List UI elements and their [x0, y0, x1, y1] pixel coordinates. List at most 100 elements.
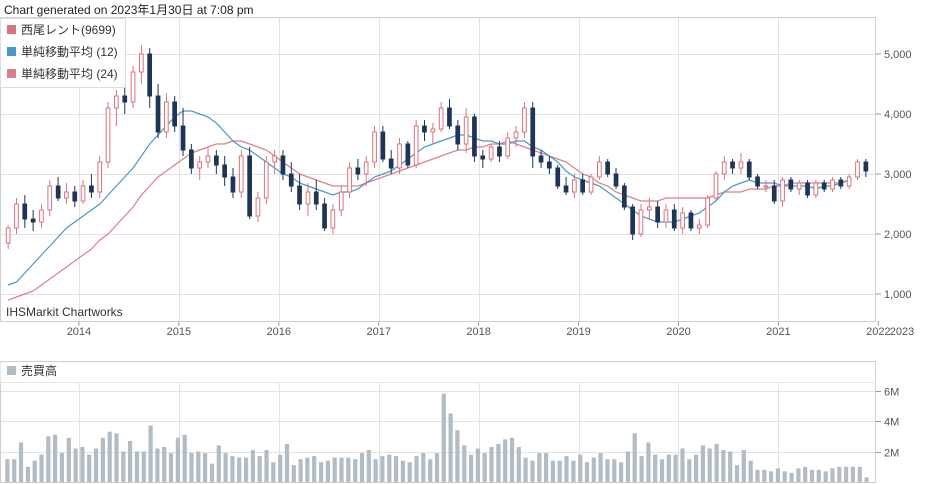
candle-body: [255, 197, 261, 217]
volume-bar-107: [734, 465, 740, 482]
volume-bar-9: [66, 437, 71, 482]
volume-bar-70: [482, 453, 487, 482]
candle-body: [530, 107, 536, 157]
volume-bar-55: [380, 456, 385, 482]
candle-44: [372, 126, 377, 168]
candle-82: [688, 210, 694, 231]
chart-generated-header: Chart generated on 2023年1月30日 at 7:08 pm: [4, 3, 254, 17]
volume-bar-122: [837, 466, 842, 482]
volume-bar-61: [421, 453, 426, 482]
candle-body: [588, 176, 594, 193]
volume-bar-99: [680, 448, 685, 482]
candle-body: [413, 125, 419, 166]
candle-body: [547, 161, 552, 169]
candle-0: [5, 225, 11, 249]
candle-59: [497, 141, 502, 162]
candle-body: [130, 71, 136, 103]
volume-bar-15: [107, 431, 112, 482]
candle-46: [388, 150, 394, 174]
candle-body: [780, 179, 785, 202]
candle-22: [189, 144, 194, 174]
candle-body: [680, 212, 685, 229]
volume-bar-118: [809, 469, 815, 482]
volume-bar-93: [639, 456, 644, 482]
volume-bar-35: [244, 457, 249, 482]
volume-bar-57: [394, 456, 399, 482]
candle-33: [280, 150, 286, 180]
legend-label-ma12: 単純移動平均 (12): [21, 45, 118, 59]
volume-bar-91: [625, 451, 630, 482]
volume-bar-17: [121, 451, 126, 482]
volume-bar-10: [73, 448, 78, 482]
candle-5: [47, 180, 53, 216]
volume-bar-103: [707, 448, 712, 482]
volume-bar-0: [5, 459, 10, 482]
candle-78: [655, 201, 660, 228]
candle-body: [30, 218, 36, 223]
candle-4: [39, 204, 44, 228]
volume-bar-3: [25, 466, 30, 482]
volume-bar-86: [591, 457, 596, 482]
volume-bar-119: [816, 469, 821, 482]
candle-body: [338, 191, 344, 211]
candle-23: [197, 156, 203, 180]
legend-label-price: 西尾レント(9699): [21, 23, 116, 37]
candle-24: [205, 147, 211, 168]
candle-body: [372, 131, 377, 163]
volume-bar-5: [39, 454, 44, 482]
candle-body: [247, 155, 253, 217]
candle-86: [721, 156, 727, 180]
candle-body: [805, 182, 810, 196]
candle-body: [288, 173, 294, 187]
candle-body: [821, 182, 827, 190]
candle-body: [447, 107, 452, 127]
volume-bar-58: [400, 460, 405, 482]
volume-bar-43: [298, 459, 303, 482]
candle-11: [97, 156, 103, 198]
volume-bar-65: [448, 413, 453, 482]
x-tick-label-2: 2016: [267, 326, 291, 338]
candle-body: [522, 107, 527, 133]
candle-body: [538, 155, 544, 163]
volume-bar-19: [134, 451, 140, 482]
candle-84: [705, 195, 710, 228]
volume-bar-40: [278, 454, 283, 482]
volume-bar-95: [653, 454, 658, 482]
candle-body: [172, 101, 178, 127]
candle-43: [363, 156, 369, 186]
volume-bar-38: [264, 450, 269, 482]
candle-body: [363, 161, 369, 175]
volume-bar-100: [687, 459, 692, 482]
candle-body: [97, 161, 103, 193]
volume-bar-113: [775, 468, 780, 482]
candle-73: [613, 168, 619, 189]
volume-bar-108: [741, 450, 746, 482]
candle-19: [164, 93, 169, 138]
volume-bar-116: [796, 468, 801, 482]
volume-bar-20: [141, 451, 146, 482]
candle-55: [463, 108, 469, 153]
volume-bar-82: [564, 456, 569, 482]
volume-bar-78: [537, 453, 542, 482]
volume-bar-77: [530, 460, 535, 482]
volume-bars: [5, 393, 869, 482]
volume-bar-56: [387, 454, 392, 482]
candle-body: [813, 182, 819, 196]
volume-bar-79: [544, 453, 549, 482]
candle-body: [322, 203, 327, 229]
candle-body: [55, 185, 61, 199]
volume-bar-66: [455, 430, 460, 482]
candle-54: [455, 120, 461, 150]
candle-body: [5, 227, 11, 244]
volume-bar-33: [230, 456, 235, 482]
volume-bar-39: [271, 462, 276, 482]
volume-bar-18: [128, 440, 133, 482]
candle-72: [605, 159, 610, 177]
x-tick-label-6: 2020: [666, 326, 690, 338]
candle-body: [771, 185, 777, 202]
candle-body: [655, 206, 660, 223]
candle-body: [605, 161, 610, 175]
volume-bar-48: [332, 457, 337, 482]
candle-body: [638, 209, 644, 235]
